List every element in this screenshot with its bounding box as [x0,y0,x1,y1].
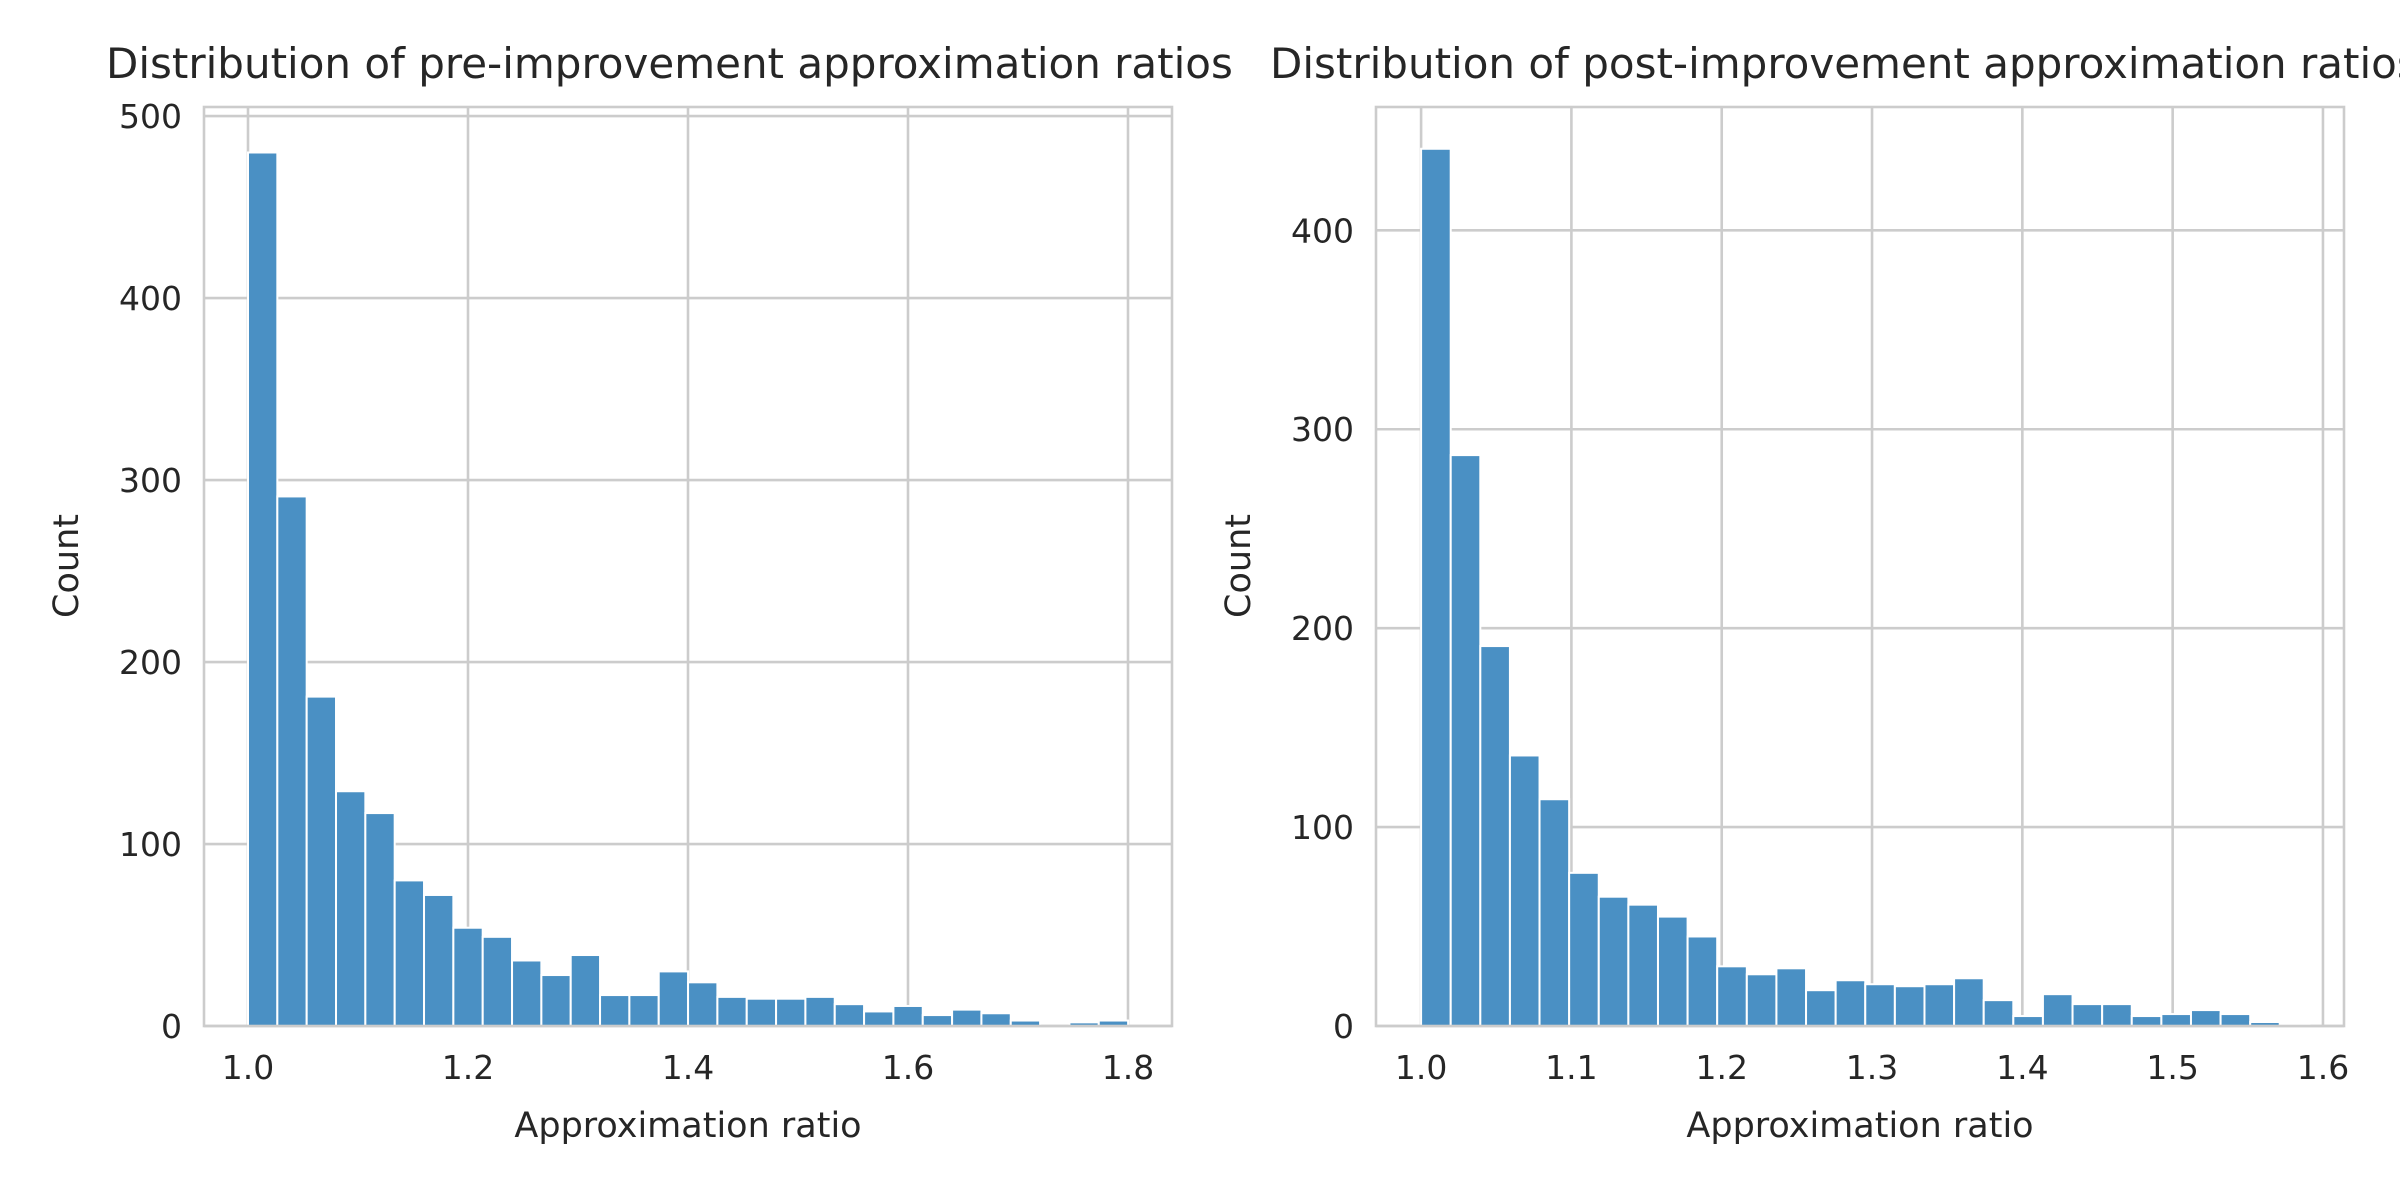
histogram-bar [511,959,543,1027]
histogram-bar [393,879,426,1027]
y-axis-label: Count [1219,514,1259,618]
histogram-bar [745,997,778,1027]
histogram-pre-improvement: 1.0 1.2 1.4 1.6 1.8 0 100 200 300 400 500 Distribu… [47,39,1233,1146]
histogram-post-improvement: 1.0 1.1 1.2 1.3 1.4 1.5 1.6 0 100 200 300 400 Distr… [1219,39,2400,1146]
y-tick-label: 300 [119,461,182,500]
bars [247,151,1130,1028]
histogram-bar [1805,989,1837,1028]
y-tick-label: 400 [1291,211,1354,250]
x-tick-label: 1.0 [222,1048,274,1087]
y-tick-label: 100 [1291,808,1354,847]
tick-labels: 1.0 1.1 1.2 1.3 1.4 1.5 1.6 0 100 200 300 400 [1291,211,2349,1087]
histogram-bar [1982,999,2015,1027]
y-tick-label: 100 [119,825,182,864]
histogram-bar [1745,973,1778,1027]
x-tick-label: 1.3 [1846,1048,1898,1087]
histogram-bar [1420,147,1452,1028]
histogram-bar [569,954,602,1027]
histogram-bar [892,1004,924,1027]
histogram-bar [1568,871,1600,1027]
tick-labels: 1.0 1.2 1.4 1.6 1.8 0 100 200 300 400 500 [119,97,1154,1087]
histogram-bar [628,994,660,1027]
histogram-bar [1627,903,1659,1027]
histogram-bar [1538,798,1571,1027]
x-tick-label: 1.2 [442,1048,494,1087]
histogram-bar [2041,993,2074,1027]
x-tick-label: 1.5 [2146,1048,2198,1087]
y-tick-label: 0 [1333,1007,1354,1046]
axes-frame [202,105,1174,1028]
chart-title: Distribution of post-improvement approxi… [1270,39,2400,88]
histogram-bar [1775,967,1808,1027]
y-tick-label: 200 [119,643,182,682]
chart-title: Distribution of pre-improvement approxim… [106,39,1233,88]
histogram-bar [1834,979,1867,1027]
x-tick-label: 1.6 [2297,1048,2349,1087]
histogram-bar [305,695,338,1027]
histogram-bar [423,893,455,1027]
y-tick-label: 500 [119,97,182,136]
histogram-bar [2012,1015,2044,1028]
x-tick-label: 1.0 [1395,1048,1447,1087]
histogram-bar [1864,983,1896,1028]
histogram-bar [804,995,836,1028]
histogram-bar [481,935,514,1028]
histogram-bar [1953,977,1985,1028]
histogram-bar [2160,1013,2192,1028]
y-tick-label: 300 [1291,410,1354,449]
y-axis-label: Count [47,514,87,618]
histogram-bar [276,495,308,1027]
x-tick-label: 1.4 [1996,1048,2048,1087]
histogram-bar [687,981,719,1028]
histogram-bar [1508,754,1541,1027]
histogram-bar [1656,915,1689,1027]
histogram-bar [1597,895,1630,1028]
x-tick-label: 1.4 [662,1048,714,1087]
histogram-bar [1449,454,1482,1027]
histogram-bar [716,995,748,1028]
axes-frame [1374,105,2346,1028]
histogram-bar [921,1014,954,1027]
histogram-bar [2189,1009,2222,1028]
histogram-bar [364,812,396,1028]
histogram-bar [1686,935,1719,1027]
y-tick-label: 0 [161,1007,182,1046]
histogram-bar [540,974,572,1027]
histogram-bar [2101,1003,2133,1027]
histogram-bar [833,1003,866,1027]
histogram-bar [2130,1015,2163,1028]
histogram-bar [247,151,279,1027]
histogram-bar [1716,965,1748,1027]
histogram-bar [657,970,690,1028]
x-axis-label: Approximation ratio [1686,1106,2033,1146]
histogram-bar [452,926,484,1028]
y-tick-label: 200 [1291,609,1354,648]
y-tick-label: 400 [119,279,182,318]
histogram-bar [775,997,807,1027]
x-axis-label: Approximation ratio [514,1106,861,1146]
x-tick-label: 1.2 [1695,1048,1747,1087]
x-tick-label: 1.6 [882,1048,934,1087]
x-tick-label: 1.1 [1545,1048,1597,1087]
histogram-bar [1479,645,1511,1027]
histogram-bar [863,1010,895,1028]
histogram-bar [2219,1013,2252,1028]
bars [1420,147,2311,1028]
histogram-bar [980,1012,1012,1028]
histogram-bar [1893,985,1926,1027]
histogram-bar [599,994,631,1027]
x-tick-label: 1.8 [1102,1048,1154,1087]
histogram-bar [951,1008,983,1027]
histogram-bar [335,790,367,1027]
histogram-bar [1923,983,1956,1028]
histogram-bar [2071,1003,2104,1027]
